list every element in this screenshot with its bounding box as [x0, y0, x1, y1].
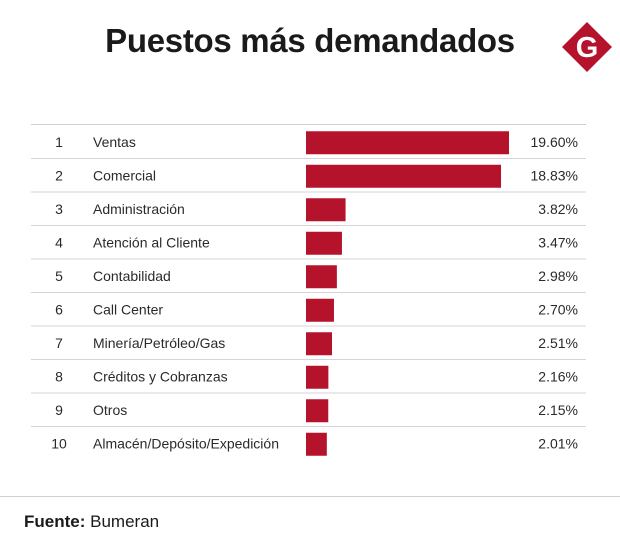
rank-label: 2 [55, 167, 63, 183]
value-label: 2.70% [538, 301, 578, 317]
bar-chart: 1 Ventas 19.60% 2 Comercial 18.83% 3 Administra… [31, 131, 586, 456]
value-label: 18.83% [531, 167, 578, 183]
rank-label: 4 [55, 234, 63, 250]
footer-rule [0, 496, 620, 497]
source-name: Bumeran [90, 512, 160, 531]
rank-label: 8 [55, 368, 63, 384]
rank-label: 1 [55, 134, 63, 150]
category-label: Atención al Cliente [93, 234, 210, 250]
value-label: 2.98% [538, 268, 578, 284]
value-label: 2.15% [538, 402, 578, 418]
bar [306, 399, 329, 423]
bar [306, 332, 332, 356]
bar [306, 164, 502, 188]
rank-label: 9 [55, 402, 63, 418]
category-label: Créditos y Cobranzas [93, 368, 228, 384]
gestion-logo-icon: G [562, 22, 612, 72]
category-label: Contabilidad [93, 268, 171, 284]
bar [306, 365, 329, 389]
bar [306, 298, 334, 322]
value-label: 2.16% [538, 368, 578, 384]
logo-diamond [562, 22, 612, 72]
source-label: Fuente: [24, 512, 86, 531]
category-label: Administración [93, 201, 185, 217]
bar [306, 432, 327, 456]
category-label: Ventas [93, 134, 136, 150]
category-label: Comercial [93, 167, 156, 183]
rank-label: 7 [55, 335, 63, 351]
category-label: Minería/Petróleo/Gas [93, 335, 225, 351]
rank-label: 10 [51, 435, 67, 451]
value-label: 19.60% [531, 134, 578, 150]
logo-letter: G [576, 32, 599, 64]
rank-label: 6 [55, 301, 63, 317]
source-footer: Fuente: Bumeran [24, 512, 159, 532]
category-label: Call Center [93, 301, 163, 317]
bar [306, 198, 346, 222]
bar [306, 231, 342, 255]
table-top-rule [31, 124, 586, 125]
bar [306, 265, 337, 289]
category-label: Almacén/Depósito/Expedición [93, 435, 279, 451]
rank-label: 5 [55, 268, 63, 284]
value-label: 2.51% [538, 335, 578, 351]
bar [306, 131, 509, 155]
rank-label: 3 [55, 201, 63, 217]
value-label: 3.47% [538, 234, 578, 250]
category-label: Otros [93, 402, 127, 418]
value-label: 2.01% [538, 435, 578, 451]
value-label: 3.82% [538, 201, 578, 217]
chart-title: Puestos más demandados [105, 22, 515, 59]
